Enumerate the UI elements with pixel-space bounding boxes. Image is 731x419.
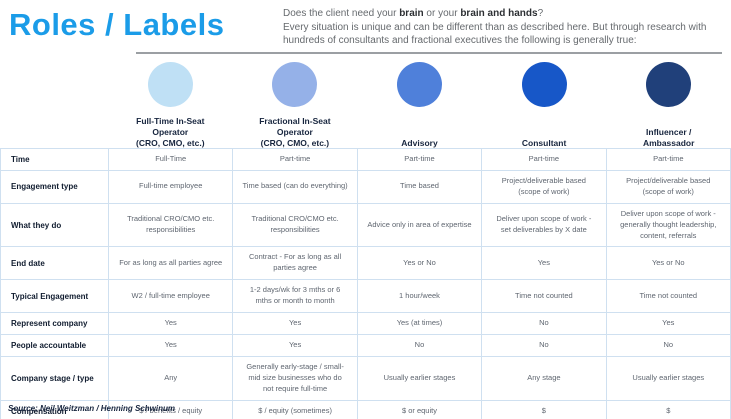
role-circle-advisory-icon: [396, 62, 442, 107]
table-cell: Yes: [107, 311, 234, 335]
intro-prefix: Does the client need your: [283, 8, 400, 19]
table-row-company-stage: Company stage / type Any Generally early…: [0, 355, 731, 401]
table-row-time: Time Full-Time Part-time Part-time Part-…: [0, 148, 731, 171]
table-cell: Time based: [356, 170, 483, 204]
row-label: What they do: [0, 202, 109, 248]
column-label: Consultant: [521, 138, 567, 148]
table-cell: 1-2 days/wk for 3 mths or 6 mths or mont…: [232, 279, 358, 313]
table-cell: Any: [107, 355, 234, 401]
row-label: Engagement type: [0, 170, 109, 204]
column-header-fractional: Fractional In-Seat Operator (CRO, CMO, e…: [233, 58, 358, 149]
table-cell: Time based (can do everything): [232, 170, 358, 204]
table-cell: Project/deliverable based (scope of work…: [605, 170, 731, 204]
table-cell: Yes: [232, 311, 358, 335]
column-header-advisory: Advisory: [357, 58, 482, 149]
table-cell: Usually earlier stages: [605, 355, 731, 401]
source-note: Source: Neil Weitzman / Henning Schwinum: [8, 404, 175, 413]
row-label: Represent company: [0, 311, 109, 335]
table-cell: Yes or No: [356, 246, 483, 281]
table-cell: Yes or No: [605, 246, 731, 281]
row-label: People accountable: [0, 333, 109, 357]
column-label: Advisory: [401, 138, 438, 148]
column-header-influencer: Influencer / Ambassador: [606, 58, 731, 149]
column-header-fulltime: Full-Time In-Seat Operator (CRO, CMO, et…: [108, 58, 233, 149]
table-cell: Deliver upon scope of work - set deliver…: [481, 202, 607, 248]
role-circle-influencer-icon: [646, 62, 692, 107]
table-cell: Generally early-stage / small-mid size b…: [232, 355, 358, 401]
intro-text: Does the client need your brain or your …: [283, 7, 727, 48]
table-cell: No: [605, 333, 731, 357]
intro-body: Every situation is unique and can be dif…: [283, 21, 707, 47]
table-cell: Advice only in area of expertise: [356, 202, 483, 248]
table-cell: W2 / full-time employee: [107, 279, 234, 313]
table-row-represent-company: Represent company Yes Yes Yes (at times)…: [0, 311, 731, 335]
table-cell: Time not counted: [605, 279, 731, 313]
table-cell: Yes: [481, 246, 607, 281]
table-row-typical-engagement: Typical Engagement W2 / full-time employ…: [0, 279, 731, 313]
table-cell: Part-time: [481, 148, 607, 171]
table-cell: Deliver upon scope of work - generally t…: [605, 202, 731, 248]
table-cell: No: [481, 311, 607, 335]
table-cell: Yes: [232, 333, 358, 357]
table-row-people-accountable: People accountable Yes Yes No No No: [0, 333, 731, 357]
divider-line: [136, 52, 722, 54]
table-cell: Yes: [107, 333, 234, 357]
table-cell: Any stage: [481, 355, 607, 401]
row-label: Company stage / type: [0, 355, 109, 401]
row-label: Time: [0, 148, 109, 171]
row-label: End date: [0, 246, 109, 281]
comparison-table: Time Full-Time Part-time Part-time Part-…: [0, 148, 731, 419]
table-cell: No: [356, 333, 483, 357]
column-label: Fractional In-Seat Operator (CRO, CMO, e…: [259, 116, 331, 148]
table-cell: Usually earlier stages: [356, 355, 483, 401]
column-headers: Full-Time In-Seat Operator (CRO, CMO, et…: [0, 58, 731, 149]
table-row-compensation: Compensation $ / benefits / equity $ / e…: [0, 399, 731, 419]
column-label: Full-Time In-Seat Operator (CRO, CMO, et…: [136, 116, 205, 148]
intro-bold-brain-hands: brain and hands: [460, 8, 538, 19]
role-circle-fractional-icon: [272, 62, 318, 107]
role-circle-fulltime-icon: [147, 62, 193, 107]
table-cell: Traditional CRO/CMO etc. responsibilitie…: [107, 202, 234, 248]
role-circle-consultant-icon: [521, 62, 567, 107]
table-cell: Full-Time: [107, 148, 234, 171]
table-cell: Full-time employee: [107, 170, 234, 204]
column-header-consultant: Consultant: [482, 58, 607, 149]
page-title: Roles / Labels: [9, 7, 225, 42]
column-header-spacer: [0, 58, 108, 149]
table-cell: $: [605, 399, 731, 419]
intro-mid: or your: [423, 8, 461, 19]
table-cell: Contract - For as long as all parties ag…: [232, 246, 358, 281]
table-cell: $ / equity (sometimes): [232, 399, 358, 419]
table-cell: Part-time: [356, 148, 483, 171]
table-cell: Time not counted: [481, 279, 607, 313]
table-cell: $ or equity: [356, 399, 483, 419]
table-cell: 1 hour/week: [356, 279, 483, 313]
table-row-what-they-do: What they do Traditional CRO/CMO etc. re…: [0, 202, 731, 248]
column-label: Influencer / Ambassador: [642, 127, 695, 148]
table-cell: $: [481, 399, 607, 419]
table-cell: Part-time: [605, 148, 731, 171]
intro-suffix: ?: [537, 8, 544, 19]
table-cell: For as long as all parties agree: [107, 246, 234, 281]
table-cell: Project/deliverable based (scope of work…: [481, 170, 607, 204]
table-cell: Yes: [605, 311, 731, 335]
intro-bold-brain: brain: [399, 8, 424, 19]
table-row-end-date: End date For as long as all parties agre…: [0, 246, 731, 281]
table-cell: Part-time: [232, 148, 358, 171]
table-cell: Traditional CRO/CMO etc. responsibilitie…: [232, 202, 358, 248]
row-label: Typical Engagement: [0, 279, 109, 313]
table-row-engagement-type: Engagement type Full-time employee Time …: [0, 170, 731, 204]
table-cell: No: [481, 333, 607, 357]
table-cell: Yes (at times): [356, 311, 483, 335]
